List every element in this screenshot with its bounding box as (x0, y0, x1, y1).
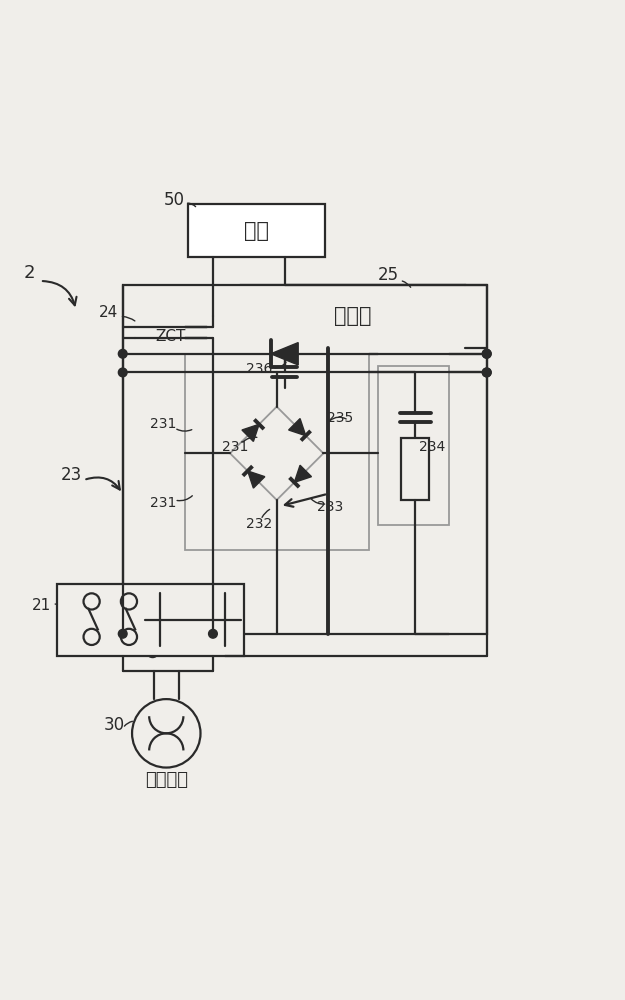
Text: 235: 235 (328, 411, 354, 425)
Text: 231: 231 (150, 496, 176, 510)
Text: 236: 236 (246, 362, 272, 376)
Text: 25: 25 (378, 266, 399, 284)
Bar (185, 354, 369, 550)
Polygon shape (294, 465, 311, 482)
Circle shape (118, 629, 127, 638)
Circle shape (209, 629, 217, 638)
Text: 21: 21 (32, 598, 51, 613)
Text: 负载: 负载 (244, 221, 269, 241)
Text: 231: 231 (150, 417, 176, 431)
Circle shape (482, 349, 491, 358)
Text: 50: 50 (164, 191, 185, 209)
Circle shape (482, 349, 491, 358)
Circle shape (482, 368, 491, 377)
Text: 2: 2 (24, 264, 35, 282)
Text: 24: 24 (99, 305, 118, 320)
Circle shape (118, 368, 127, 377)
Text: 23: 23 (61, 466, 82, 484)
Polygon shape (242, 424, 259, 441)
Bar (122, 285, 487, 634)
Text: 232: 232 (246, 517, 272, 531)
Bar (401, 438, 429, 500)
Bar (188, 204, 325, 257)
Bar (378, 366, 449, 525)
Text: 231: 231 (221, 440, 248, 454)
Polygon shape (289, 419, 306, 436)
Polygon shape (248, 471, 265, 488)
Text: ZCT: ZCT (156, 329, 186, 344)
Polygon shape (271, 343, 298, 365)
Text: 30: 30 (104, 716, 125, 734)
Circle shape (118, 349, 127, 358)
Text: 控制部: 控制部 (334, 306, 372, 326)
Text: 234: 234 (419, 440, 445, 454)
Text: 交流电源: 交流电源 (145, 771, 188, 789)
Circle shape (482, 368, 491, 377)
Text: 233: 233 (317, 500, 343, 514)
Bar (135, 316, 207, 357)
Bar (241, 285, 465, 348)
Bar (58, 584, 244, 656)
